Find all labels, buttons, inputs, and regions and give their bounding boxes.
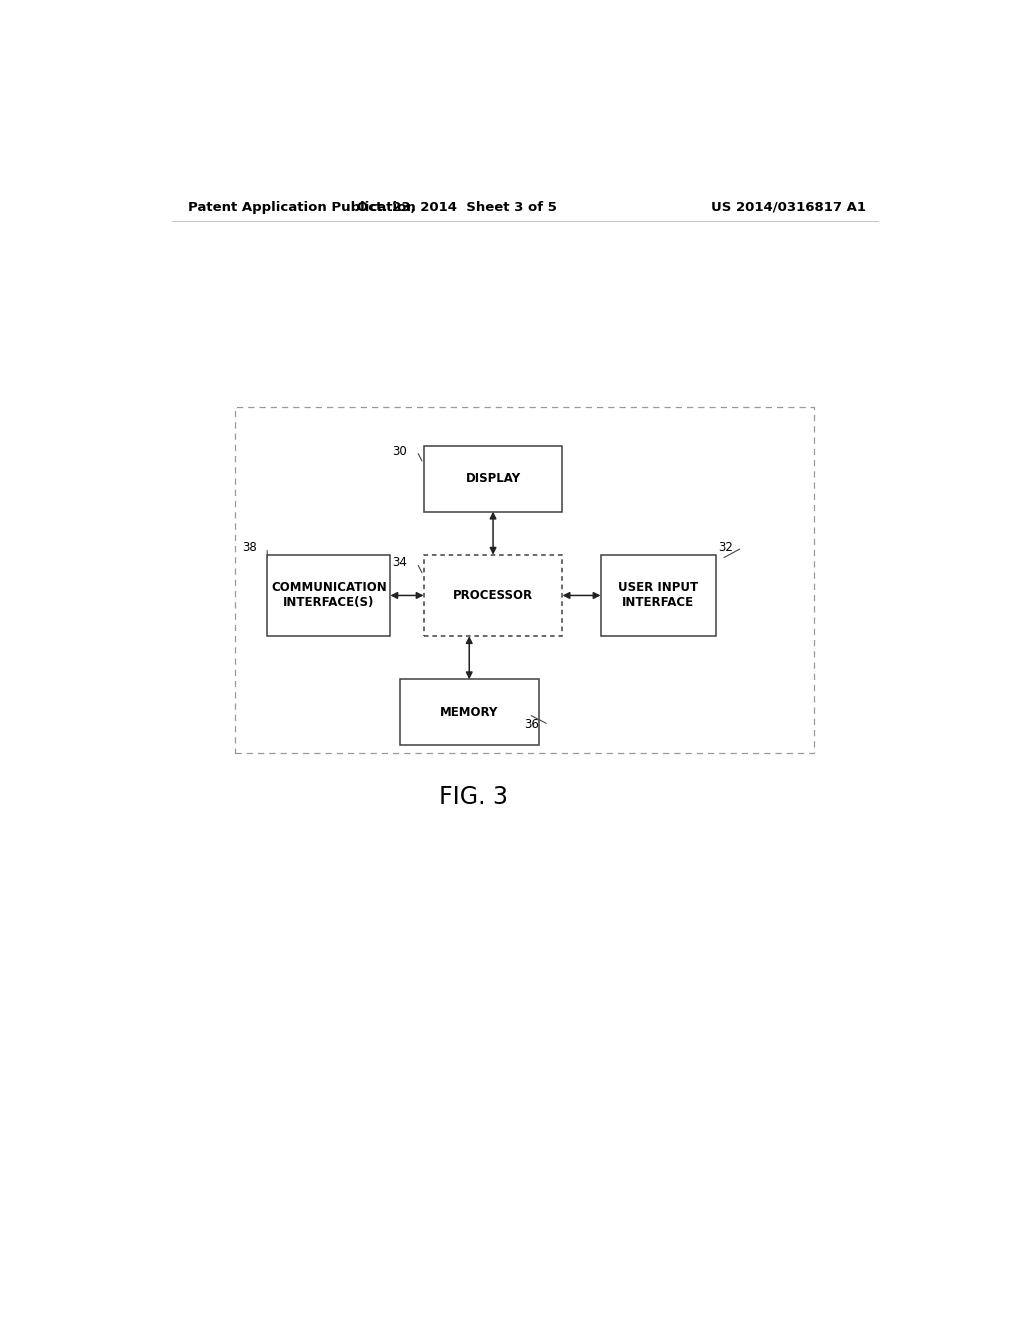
Text: Oct. 23, 2014  Sheet 3 of 5: Oct. 23, 2014 Sheet 3 of 5 [357, 201, 557, 214]
Text: COMMUNICATION
INTERFACE(S): COMMUNICATION INTERFACE(S) [271, 581, 387, 610]
Bar [424, 446, 562, 512]
Text: PROCESSOR: PROCESSOR [453, 589, 534, 602]
Text: 32: 32 [718, 541, 733, 554]
Bar [267, 554, 390, 636]
Bar [601, 554, 716, 636]
Text: MEMORY: MEMORY [440, 706, 499, 719]
Text: Patent Application Publication: Patent Application Publication [187, 201, 416, 214]
Text: 34: 34 [392, 557, 408, 569]
Text: USER INPUT
INTERFACE: USER INPUT INTERFACE [618, 581, 698, 610]
Bar [424, 554, 562, 636]
Bar [399, 680, 539, 746]
Text: US 2014/0316817 A1: US 2014/0316817 A1 [711, 201, 866, 214]
Text: 38: 38 [243, 541, 257, 554]
Text: 30: 30 [392, 445, 408, 458]
Text: DISPLAY: DISPLAY [466, 473, 520, 484]
Text: FIG. 3: FIG. 3 [438, 784, 508, 809]
Bar [236, 408, 814, 752]
Text: 36: 36 [524, 718, 539, 731]
